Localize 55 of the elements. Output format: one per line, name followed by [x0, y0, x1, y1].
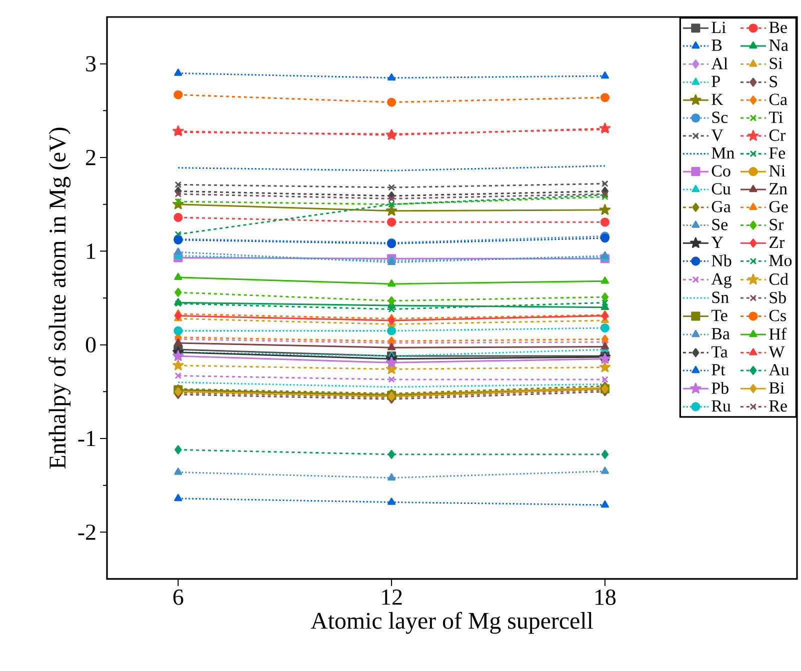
legend-label: Mo	[769, 254, 792, 266]
legend-label: Zn	[770, 183, 788, 194]
legend-label: Ru	[712, 400, 731, 412]
legend-label: Ga	[712, 200, 731, 212]
legend-label: Pb	[712, 382, 728, 394]
x-tick-label: 18	[596, 589, 616, 605]
legend-label: Te	[711, 310, 728, 322]
legend-label: Y	[711, 236, 723, 248]
legend-label: Na	[769, 40, 788, 51]
legend-label: Ti	[769, 112, 783, 123]
legend-label: Ni	[769, 165, 786, 176]
legend-label: V	[711, 130, 724, 141]
legend-label: K	[712, 94, 724, 105]
legend-label: Hf	[769, 328, 787, 340]
legend-label: Ag	[711, 273, 732, 288]
legend-label: Mn	[712, 147, 734, 159]
legend-label: B	[712, 40, 722, 51]
y-tick-label: 0	[86, 337, 96, 353]
legend-label: Cs	[769, 310, 786, 322]
y-tick-label: 1	[87, 244, 96, 259]
legend-label: Nb	[712, 254, 732, 266]
legend-label: Ca	[769, 94, 788, 106]
legend-label: Fe	[769, 147, 786, 159]
legend-label: Be	[769, 22, 787, 34]
legend-label: Re	[769, 400, 787, 412]
x-tick-label: 12	[382, 590, 402, 605]
legend-label: Cu	[712, 183, 731, 194]
legend-label: P	[712, 76, 720, 88]
legend-label: Sn	[712, 292, 729, 304]
legend-label: Cr	[769, 130, 786, 141]
y-axis-title: Enthalpy of solute atom in Mg (eV)	[48, 128, 71, 469]
legend-label: Se	[712, 218, 728, 230]
y-tick-label: 3	[86, 56, 96, 72]
legend-label: Li	[712, 22, 726, 33]
legend-label: W	[768, 346, 785, 358]
legend-label: Si	[770, 58, 782, 70]
y-tick-label: -1	[78, 430, 96, 446]
y-tick-label: 2	[86, 150, 96, 166]
legend-label: Cd	[769, 272, 788, 285]
legend-label: Ge	[769, 200, 788, 212]
y-tick-label: -2	[78, 524, 96, 540]
legend-label: Au	[768, 364, 790, 376]
x-tick-label: 6	[173, 590, 184, 605]
legend-label: Bi	[769, 382, 784, 394]
legend-label: Sc	[712, 112, 728, 124]
legend-label: Sb	[770, 291, 786, 304]
legend-label: Sr	[770, 218, 784, 230]
legend-label: Al	[711, 57, 728, 70]
legend-label: Ta	[711, 346, 728, 358]
legend-label: Pt	[712, 364, 726, 376]
legend-label: Co	[712, 165, 730, 177]
x-axis-title: Atomic layer of Mg supercell	[310, 612, 593, 634]
legend-label: S	[770, 76, 778, 88]
legend-label: Ba	[712, 328, 730, 340]
legend-label: Zr	[770, 236, 785, 248]
